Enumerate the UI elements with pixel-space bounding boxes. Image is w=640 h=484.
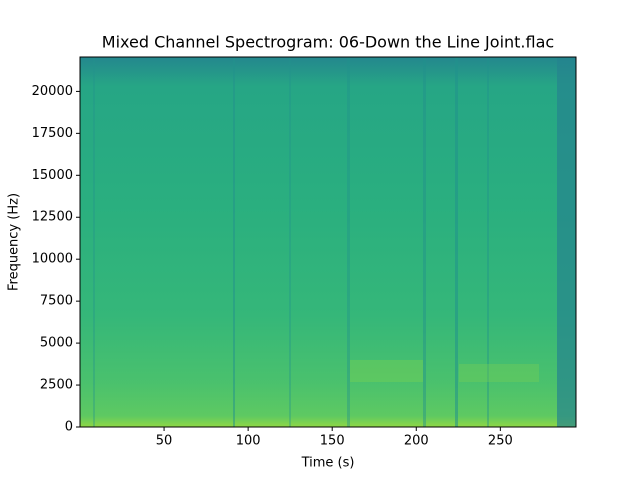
x-tick-label: 200 [404, 434, 429, 449]
spectrogram-image [80, 57, 576, 427]
x-axis-label: Time (s) [301, 456, 355, 471]
y-tick-label: 15000 [32, 168, 73, 183]
x-tick-label: 50 [156, 434, 173, 449]
y-axis-label: Frequency (Hz) [7, 193, 22, 291]
y-tick-label: 5000 [40, 336, 73, 351]
y-tick-label: 20000 [32, 84, 73, 99]
y-tick-label: 2500 [40, 378, 73, 393]
x-tick-label: 100 [236, 434, 261, 449]
y-tick-label: 12500 [32, 210, 73, 225]
y-tick-label: 7500 [40, 294, 73, 309]
plot-frame [79, 56, 577, 428]
y-tick-label: 10000 [32, 252, 73, 267]
y-tick-label: 17500 [32, 126, 73, 141]
chart-title: Mixed Channel Spectrogram: 06-Down the L… [102, 33, 554, 52]
y-tick-label: 0 [65, 420, 73, 435]
x-tick-label: 150 [320, 434, 345, 449]
x-tick-label: 250 [488, 434, 513, 449]
